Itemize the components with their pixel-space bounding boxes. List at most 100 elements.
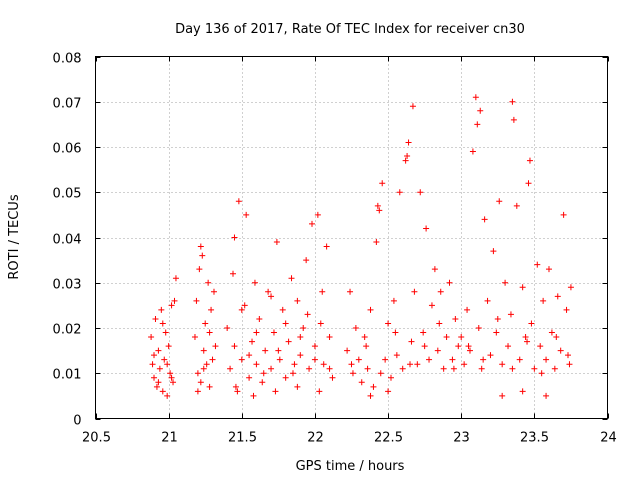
- data-point: [423, 225, 430, 232]
- data-point: [210, 288, 217, 295]
- data-point: [153, 383, 160, 390]
- data-point: [276, 356, 283, 363]
- data-point: [203, 361, 210, 368]
- data-point: [519, 388, 526, 395]
- data-point: [162, 329, 169, 336]
- data-point: [155, 347, 162, 354]
- data-point: [524, 338, 531, 345]
- data-point: [303, 257, 310, 264]
- data-point: [297, 334, 304, 341]
- data-point: [164, 361, 171, 368]
- data-point: [259, 379, 266, 386]
- data-point: [348, 361, 355, 368]
- data-point: [431, 266, 438, 273]
- data-point: [437, 288, 444, 295]
- data-point: [202, 320, 209, 327]
- data-point: [231, 343, 238, 350]
- data-point: [461, 361, 468, 368]
- data-point: [421, 343, 428, 350]
- data-point: [464, 306, 471, 313]
- data-point: [314, 211, 321, 218]
- data-point: [251, 279, 258, 286]
- data-point: [197, 379, 204, 386]
- data-point: [480, 356, 487, 363]
- data-point: [268, 293, 275, 300]
- data-point: [347, 288, 354, 295]
- data-point: [466, 347, 473, 354]
- data-point: [149, 361, 156, 368]
- data-point: [496, 198, 503, 205]
- data-point: [538, 370, 545, 377]
- data-point: [392, 329, 399, 336]
- x-tick-label: 24: [600, 431, 617, 446]
- data-point: [411, 288, 418, 295]
- data-point: [374, 202, 381, 209]
- data-point: [440, 365, 447, 372]
- data-point: [311, 343, 318, 350]
- data-point: [194, 370, 201, 377]
- data-point: [469, 148, 476, 155]
- data-point: [205, 279, 212, 286]
- data-point: [158, 306, 165, 313]
- chart-title: Day 136 of 2017, Rate Of TEC Index for r…: [175, 22, 525, 37]
- data-point: [436, 320, 443, 327]
- data-point: [200, 347, 207, 354]
- data-point: [199, 252, 206, 259]
- data-point: [256, 315, 263, 322]
- data-point: [505, 343, 512, 350]
- data-point: [243, 211, 250, 218]
- y-axis-label: ROTI / TECUs: [7, 194, 22, 279]
- data-point: [402, 157, 409, 164]
- data-point: [458, 334, 465, 341]
- data-point: [279, 306, 286, 313]
- data-point: [355, 356, 362, 363]
- y-tick-label: 0.05: [53, 187, 82, 202]
- data-point: [428, 302, 435, 309]
- data-point: [507, 311, 514, 318]
- data-point: [352, 325, 359, 331]
- data-point: [317, 320, 324, 327]
- data-point: [297, 352, 304, 359]
- y-tick-label: 0: [73, 414, 81, 429]
- data-point: [272, 388, 279, 395]
- data-point: [282, 320, 289, 327]
- data-point: [358, 379, 365, 386]
- data-point: [273, 239, 280, 246]
- data-point: [560, 211, 567, 218]
- data-point: [443, 334, 450, 341]
- data-point: [304, 311, 311, 318]
- data-point: [268, 365, 275, 372]
- data-point: [385, 388, 392, 395]
- data-point: [323, 243, 330, 250]
- data-point: [294, 297, 301, 304]
- data-point: [230, 270, 237, 277]
- data-point: [465, 343, 472, 350]
- data-point: [231, 234, 238, 241]
- data-point: [253, 329, 260, 336]
- x-tick-label: 22: [307, 431, 324, 446]
- data-point: [289, 370, 296, 377]
- data-point: [534, 261, 541, 268]
- data-point: [238, 306, 245, 313]
- data-point: [490, 248, 497, 255]
- y-tick-label: 0.02: [53, 323, 82, 338]
- x-tick-label: 21: [161, 431, 178, 446]
- data-point: [191, 334, 198, 341]
- data-point: [212, 343, 219, 350]
- data-point: [172, 275, 179, 282]
- data-point: [414, 361, 421, 368]
- data-point: [494, 315, 501, 322]
- data-point: [393, 352, 400, 359]
- data-point: [329, 374, 336, 381]
- data-point: [385, 320, 392, 327]
- data-point: [407, 361, 414, 368]
- data-point: [417, 189, 424, 196]
- data-point: [475, 325, 482, 331]
- data-point: [193, 297, 200, 304]
- data-point: [170, 379, 177, 386]
- data-point: [224, 325, 231, 331]
- data-point: [382, 356, 389, 363]
- data-point: [270, 329, 277, 336]
- data-point: [446, 279, 453, 286]
- data-point: [554, 293, 561, 300]
